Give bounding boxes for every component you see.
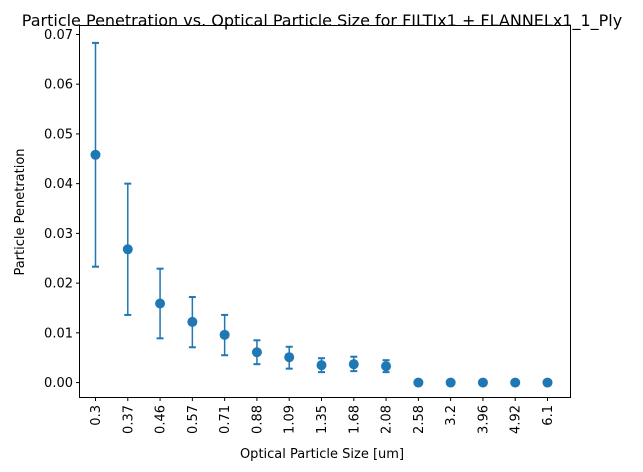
plot-frame (79, 25, 571, 398)
chart-title: Particle Penetration vs. Optical Particl… (22, 11, 622, 31)
x-tick-label: 1.68 (347, 405, 362, 434)
data-point (348, 359, 359, 370)
data-point (316, 360, 327, 371)
data-point (413, 377, 424, 388)
y-axis-title: Particle Penetration (13, 148, 28, 275)
x-tick-label: 1.09 (283, 405, 298, 434)
x-tick-label: 6.1 (541, 405, 556, 426)
y-tick-label: 0.03 (44, 227, 73, 242)
data-point (445, 377, 456, 388)
x-tick-label: 2.58 (412, 405, 427, 434)
data-point (187, 316, 198, 327)
data-point (477, 377, 488, 388)
plot-area (90, 41, 553, 388)
data-point (251, 347, 262, 358)
data-point (219, 329, 230, 340)
x-axis: 0.3 0.37 0.46 0.57 0.71 0.88 1.09 1.35 1.68 2.08 2… (89, 397, 556, 434)
x-tick-label: 0.57 (186, 405, 201, 434)
y-tick-label: 0.02 (44, 277, 73, 292)
data-point (284, 352, 295, 363)
y-tick-label: 0.06 (44, 78, 73, 93)
y-tick-label: 0.04 (44, 177, 73, 192)
y-axis: 0.00 0.01 0.02 0.03 0.04 0.05 0.06 0.07 (44, 28, 80, 391)
x-tick-label: 0.88 (250, 405, 265, 434)
x-tick-label: 2.08 (380, 405, 395, 434)
x-tick-label: 4.92 (509, 405, 524, 434)
data-point (381, 361, 392, 372)
data-point (510, 377, 521, 388)
x-tick-label: 0.71 (218, 405, 233, 434)
data-point (155, 298, 166, 309)
data-point (122, 244, 133, 255)
y-tick-label: 0.00 (44, 376, 73, 391)
y-tick-label: 0.07 (44, 28, 73, 43)
x-tick-label: 3.2 (444, 405, 459, 426)
y-tick-label: 0.01 (44, 326, 73, 341)
x-tick-label: 0.37 (121, 405, 136, 434)
x-tick-label: 0.3 (89, 405, 104, 426)
x-tick-label: 0.46 (154, 405, 169, 434)
x-tick-label: 3.96 (476, 405, 491, 434)
data-point (542, 377, 553, 388)
x-tick-label: 1.35 (315, 405, 330, 434)
x-axis-title: Optical Particle Size [um] (240, 447, 404, 462)
data-point (90, 149, 101, 160)
y-tick-label: 0.05 (44, 127, 73, 142)
